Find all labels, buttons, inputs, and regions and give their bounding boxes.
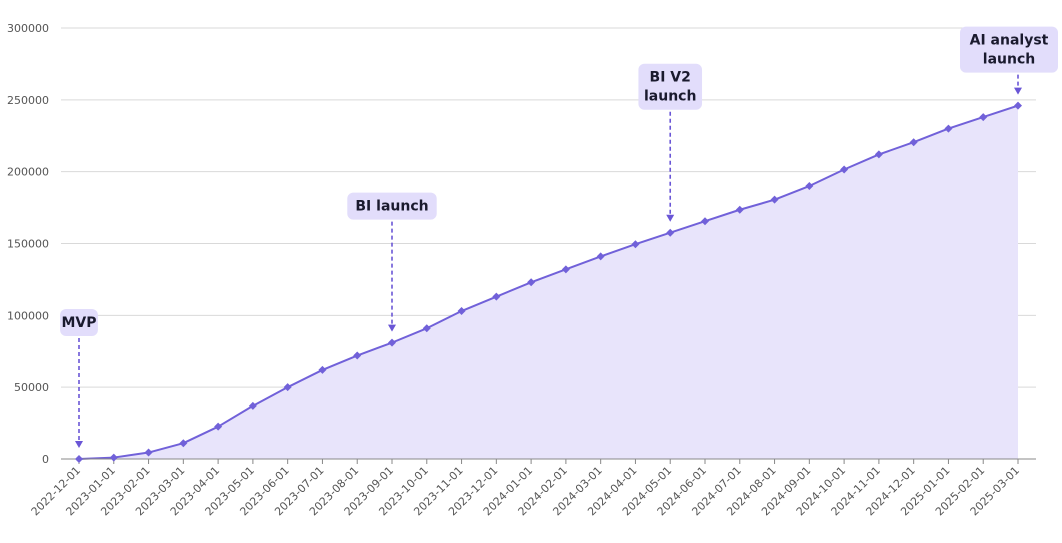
annotation-label: AI analyst: [970, 33, 1049, 49]
annotation-label: MVP: [61, 315, 96, 331]
annotation-arrow-head: [75, 441, 83, 448]
y-tick-label: 100000: [7, 309, 49, 322]
annotation-callout: MVP: [60, 309, 98, 448]
data-point-marker: [805, 182, 814, 191]
annotation-arrow-head: [666, 214, 675, 222]
data-point-marker: [631, 240, 640, 249]
annotation-arrow-head: [388, 324, 396, 332]
y-tick-label: 250000: [7, 94, 49, 107]
data-point-marker: [666, 228, 675, 237]
data-point-marker: [318, 365, 327, 374]
annotation-label: launch: [983, 52, 1035, 68]
data-point-marker: [179, 439, 188, 448]
data-point-marker: [492, 292, 501, 301]
annotation-box: [60, 309, 98, 336]
annotation-box: [347, 192, 437, 220]
data-point-marker: [874, 150, 883, 159]
data-point-marker: [422, 324, 431, 333]
y-tick-label: 0: [42, 453, 49, 466]
series-area-fill: [79, 105, 1018, 459]
data-point-marker: [214, 422, 223, 431]
annotation-label: launch: [644, 89, 696, 105]
annotation-label: BI launch: [355, 199, 428, 215]
annotation-callout: BI V2 launch: [638, 63, 703, 222]
series-line-layer: [78, 104, 1019, 460]
data-point-marker: [353, 351, 362, 360]
data-point-marker: [701, 217, 709, 226]
data-point-marker: [979, 113, 988, 122]
data-point-marker: [944, 124, 953, 133]
data-point-marker: [909, 138, 918, 147]
data-point-marker: [770, 195, 779, 204]
y-tick-label: 300000: [7, 22, 49, 35]
data-point-marker: [561, 265, 570, 274]
annotation-callout: BI launch: [347, 192, 437, 332]
area-fill-layer: [79, 105, 1018, 459]
data-point-marker: [735, 205, 744, 214]
annotations: MVP BI launch BI V2 launch AI analyst launch: [60, 26, 1058, 448]
annotation-arrow-head: [1014, 87, 1022, 95]
data-point-marker: [283, 383, 292, 392]
data-points: [75, 101, 1022, 463]
y-tick-label: 200000: [7, 166, 49, 179]
data-point-marker: [527, 278, 536, 287]
data-point-marker: [144, 448, 153, 457]
data-point-marker: [840, 165, 849, 174]
data-point-marker: [457, 307, 466, 316]
data-point-marker: [109, 453, 118, 462]
data-point-marker: [75, 455, 83, 463]
series-line: [78, 104, 1019, 460]
data-point-marker: [388, 338, 396, 347]
data-point-marker: [1014, 101, 1022, 110]
annotation-label: BI V2: [650, 70, 691, 86]
annotation-box: [960, 26, 1058, 73]
data-point-marker: [596, 252, 605, 261]
annotation-box: [638, 63, 703, 110]
y-tick-label: 150000: [7, 238, 49, 251]
annotation-callout: AI analyst launch: [960, 26, 1058, 95]
y-tick-label: 50000: [14, 381, 49, 394]
data-point-marker: [248, 401, 257, 410]
